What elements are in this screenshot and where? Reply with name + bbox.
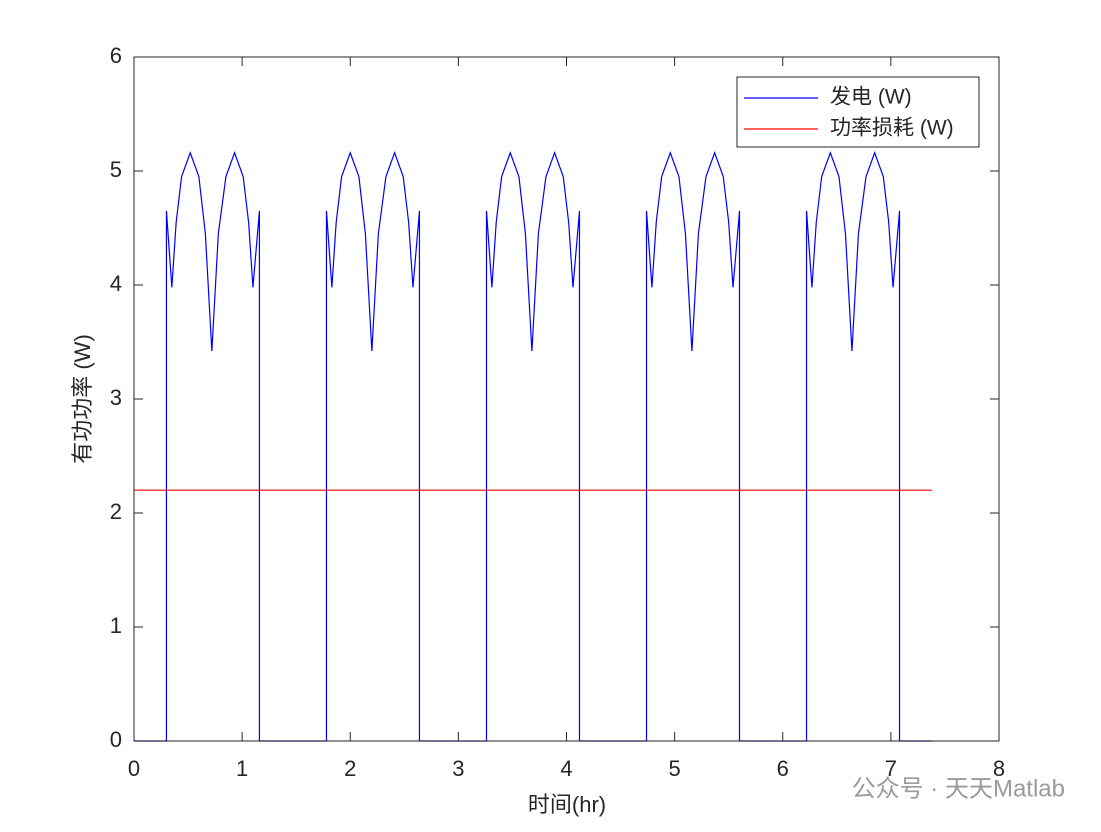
x-tick-label: 8	[993, 756, 1005, 781]
y-tick-label: 6	[110, 43, 122, 68]
x-tick-label: 2	[344, 756, 356, 781]
x-tick-label: 4	[560, 756, 572, 781]
x-tick-label: 0	[128, 756, 140, 781]
x-tick-label: 6	[777, 756, 789, 781]
y-tick-label: 3	[110, 385, 122, 410]
x-tick-label: 3	[452, 756, 464, 781]
legend-label: 发电 (W)	[830, 86, 912, 109]
x-axis-label: 时间(hr)	[528, 792, 606, 817]
x-tick-label: 7	[885, 756, 897, 781]
watermark: 公众号 · 天天Matlab	[852, 775, 1065, 802]
x-tick-label: 1	[236, 756, 248, 781]
data-line	[134, 150, 932, 742]
y-tick-label: 0	[110, 727, 122, 752]
legend-box	[736, 76, 980, 148]
y-tick-label: 1	[110, 613, 122, 638]
legend-label: 功率损耗 (W)	[830, 117, 954, 140]
y-tick-label: 2	[110, 499, 122, 524]
y-axis-label: 有功功率 (W)	[70, 334, 95, 464]
x-tick-label: 5	[669, 756, 681, 781]
y-tick-label: 5	[110, 157, 122, 182]
y-tick-label: 4	[110, 271, 122, 296]
